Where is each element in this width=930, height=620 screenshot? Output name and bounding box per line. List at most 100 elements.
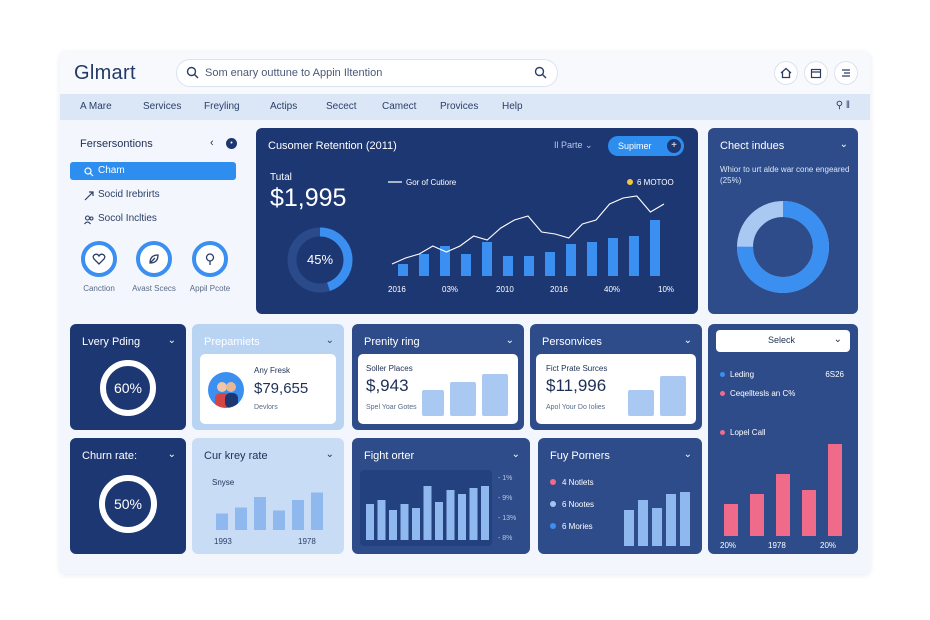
card-title: Prenity ring [364,336,420,348]
x-tick-label: 2016 [388,285,406,294]
sidebar-item-cham[interactable]: Cham [70,162,236,180]
home-icon[interactable] [774,61,798,85]
nav-item-actips[interactable]: Actips [270,101,298,112]
fuy-bar [624,510,634,546]
fight-bar [412,508,420,540]
nav-item-camect[interactable]: Camect [382,101,417,112]
sidebar-item-label: Socid Irebrirts [98,189,160,200]
nav-item-help[interactable]: Help [502,101,523,112]
select-dropdown[interactable]: Seleck ⌄ [716,330,850,352]
select-bar [828,444,842,536]
card-title: Lvery Pding [82,336,141,348]
top-bar: Glmart Som enary outtune to Appin Iltent… [60,52,870,94]
chevron-down-icon[interactable]: ⌄ [511,449,520,460]
y-tick-label: - 13% [498,515,516,522]
curkey-label: Snyse [212,478,235,487]
chevron-down-icon[interactable]: ⌄ [167,335,176,346]
chevron-down-icon[interactable]: ⌄ [683,449,692,460]
fight-bar [377,500,386,540]
fuy-bar [680,492,690,546]
legend-label: Lopel Call [730,428,766,437]
inner-value: $,943 [366,376,409,395]
nav-item-freyling[interactable]: Freyling [204,101,240,112]
select-bar [750,494,764,536]
x-tick-label: 1978 [768,541,786,550]
legend-dot [720,372,725,377]
search-icon [186,66,199,84]
legend-item: Lopel Call [720,428,850,437]
fight-bar [400,504,409,540]
nav-item-home[interactable]: A Mare [80,101,112,112]
retention-bar [608,238,618,276]
curkey-bar [311,492,323,530]
inner-label: Any Fresk [254,366,291,375]
legend-dot [550,501,556,507]
back-chevron-icon[interactable]: ‹ [210,137,214,149]
x-tick-label: 20% [820,541,836,550]
fight-bar [446,490,455,540]
lvery-gauge: 60% [100,360,156,416]
chevron-down-icon[interactable]: ⌄ [167,449,176,460]
circle-label-appil: Appil Pcote [189,284,231,293]
fuy-legend: 4 Notlets 6 Nootes 6 Mories [550,478,620,544]
retention-bar [629,236,639,276]
nav-item-secect[interactable]: Secect [326,101,357,112]
heart-icon[interactable] [81,241,117,277]
gauge-value: 45% [307,252,333,267]
filter-dropdown[interactable]: Il Parte ⌄ [554,140,593,150]
search-icon [84,166,94,184]
dashboard-window: Glmart Som enary outtune to Appin Iltent… [60,52,870,574]
plus-icon: + [667,139,681,153]
leaf-icon[interactable] [136,241,172,277]
curkey-bar [235,507,247,530]
legend-item: Leding 6S26 [720,370,850,384]
fight-bar [458,494,466,540]
calendar-icon[interactable] [804,61,828,85]
supimer-button[interactable]: Supimer + [608,136,684,156]
legend-item: 6 Nootes [550,500,620,522]
retention-bar [398,264,408,276]
pin-icon[interactable] [192,241,228,277]
legend-1: Gor of Cutiore [406,178,457,187]
x-tick-label: 20% [720,541,736,550]
fight-bar [481,486,489,540]
chevron-down-icon[interactable]: ⌄ [325,335,334,346]
chevron-down-icon[interactable]: ⌄ [325,449,334,460]
total-label: Tutal [270,172,292,183]
sidebar-item-social-2[interactable]: Socol Inclties [70,210,236,228]
main-nav: A Mare Services Freyling Actips Secect C… [60,94,870,120]
retention-bar [419,254,429,276]
y-tick-label: - 1% [498,475,512,482]
card-title: Fight orter [364,450,415,462]
mini-bar [628,390,654,416]
curkey-bar [273,510,285,530]
legend-label: 6 Mories [562,522,593,531]
fuy-bar [638,500,648,546]
app-logo[interactable]: Glmart [74,62,136,84]
inner-sub: Apol Your Do Iolies [546,404,606,411]
search-submit-icon[interactable] [534,66,547,84]
churn-gauge: 50% [99,475,157,533]
y-tick-label: - 9% [498,495,512,502]
chevron-down-icon[interactable]: ⌄ [683,335,692,346]
nav-item-services[interactable]: Services [143,101,182,112]
inner-label: Fict Prate Surces [546,364,608,373]
chevron-down-icon[interactable]: ⌄ [839,139,848,150]
sidebar-item-social-1[interactable]: Socid Irebrirts [70,186,236,204]
inner-sub: Spel Yoar Gotes [366,404,417,411]
legend-dot [720,391,725,396]
card-title: Prepamiets [204,336,260,348]
chevron-down-icon[interactable]: ⌄ [505,335,514,346]
search-text: Som enary outtune to Appin Iltention [205,67,383,79]
select-bar [724,504,738,536]
search-input[interactable]: Som enary outtune to Appin Iltention [176,59,558,87]
legend-label: Ceqelltesls an C% [730,389,796,398]
x-tick-label: 10% [658,285,674,294]
list-icon[interactable] [834,61,858,85]
mini-bar [660,376,686,416]
retention-bar [545,252,555,276]
select-card: Seleck ⌄ Leding 6S26 Ceqelltesls an C% L… [708,324,858,554]
sidebar-badge[interactable]: • [226,138,237,149]
nav-item-provices[interactable]: Provices [440,101,479,112]
nav-settings-icon[interactable]: ⚲ ‖ [835,100,850,111]
